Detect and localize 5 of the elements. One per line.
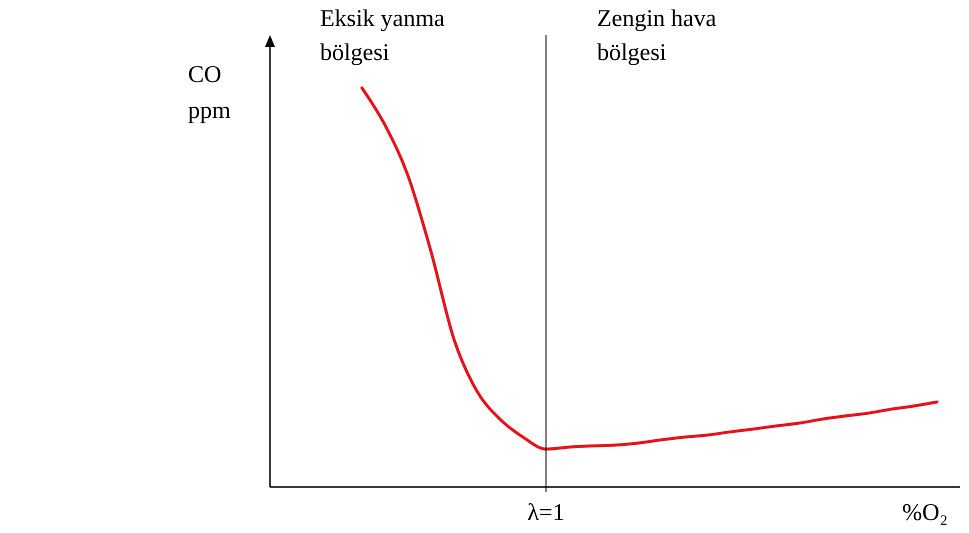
y-axis-title: CO ppm: [188, 62, 231, 124]
text: λ=1: [527, 500, 565, 526]
x-axis-title: %O₂: [902, 500, 948, 526]
text: Eksik yanma bölgesi: [320, 6, 445, 66]
text: Zengin hava bölgesi: [597, 6, 717, 66]
